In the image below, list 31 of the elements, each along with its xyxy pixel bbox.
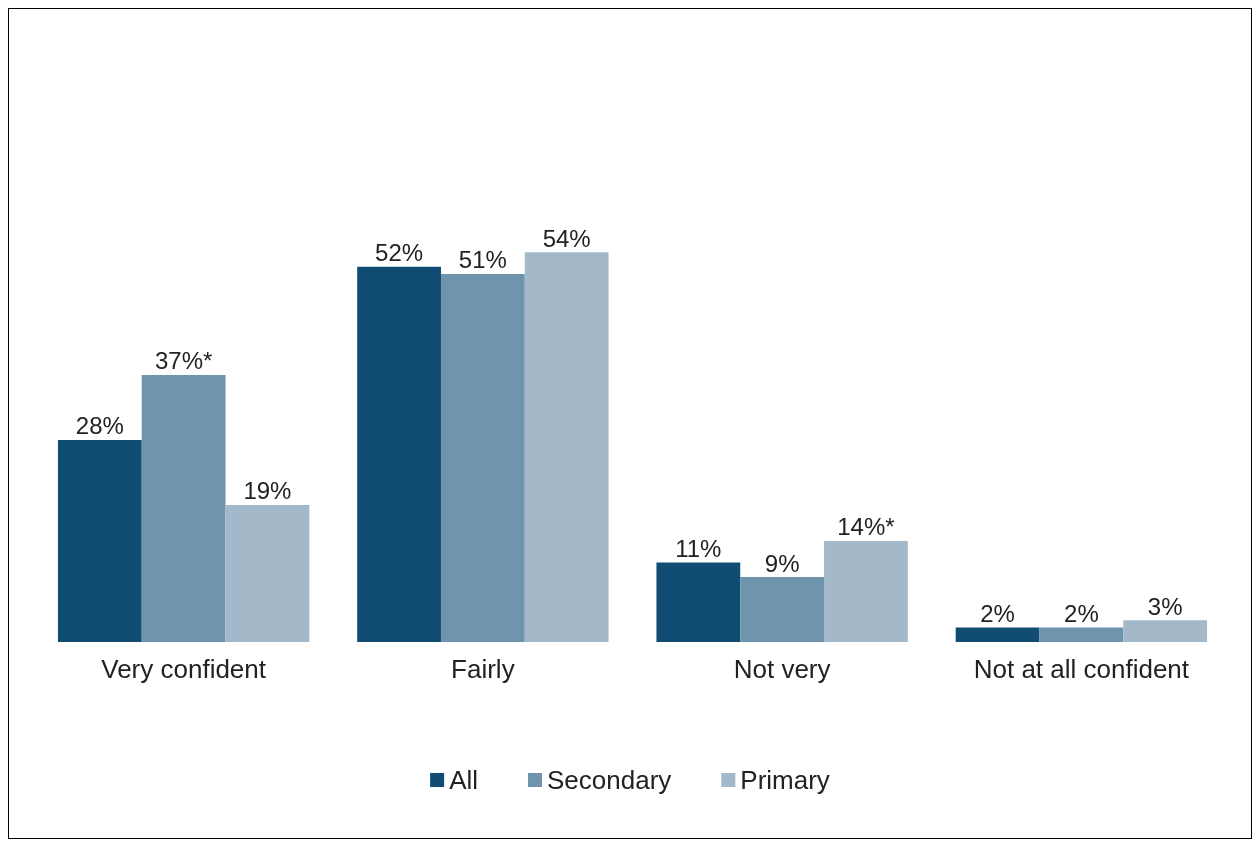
data-label: 37%* bbox=[154, 347, 213, 375]
data-label: 54% bbox=[542, 224, 591, 252]
data-label: 14%* bbox=[837, 513, 895, 541]
legend-label: Primary bbox=[740, 765, 830, 795]
x-tick-label: Fairly bbox=[451, 654, 515, 684]
bar bbox=[225, 504, 310, 642]
data-label: 2% bbox=[1064, 600, 1099, 628]
bar bbox=[1039, 627, 1124, 642]
legend-label: Secondary bbox=[547, 765, 672, 795]
x-tick-label: Not very bbox=[733, 654, 831, 684]
bar bbox=[955, 627, 1040, 642]
x-tick-label: Very confident bbox=[101, 654, 267, 684]
data-label: 19% bbox=[243, 477, 292, 505]
data-label: 28% bbox=[75, 412, 124, 440]
data-label: 3% bbox=[1147, 592, 1183, 620]
data-label: 2% bbox=[980, 600, 1015, 628]
bar bbox=[440, 273, 525, 642]
data-label: 11% bbox=[675, 535, 722, 563]
data-label: 9% bbox=[764, 549, 800, 577]
bar bbox=[141, 374, 226, 642]
legend-label: All bbox=[449, 765, 479, 795]
bar bbox=[357, 266, 441, 642]
bar bbox=[740, 577, 825, 642]
bar bbox=[57, 439, 142, 642]
data-label: 51% bbox=[458, 246, 507, 274]
bar bbox=[524, 252, 609, 642]
bar bbox=[1123, 620, 1208, 642]
bar bbox=[656, 562, 741, 642]
data-label: 52% bbox=[375, 239, 424, 267]
bar bbox=[824, 540, 908, 642]
x-tick-label: Not at all confident bbox=[973, 654, 1190, 684]
